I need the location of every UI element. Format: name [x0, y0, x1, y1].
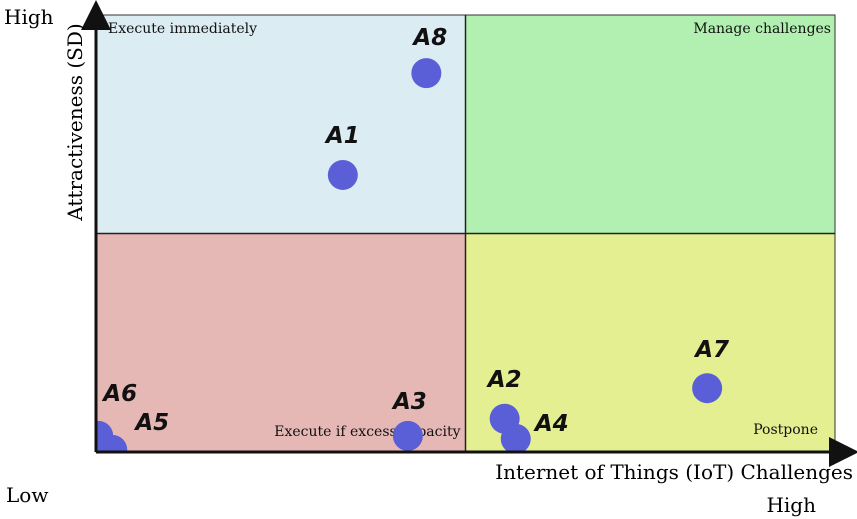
- quadrant: [465, 14, 836, 234]
- x-high-label: High: [766, 493, 816, 517]
- quadrant: [465, 233, 836, 453]
- point-label: A5: [133, 410, 169, 436]
- quadrant-label: Execute if excess capacity: [274, 424, 460, 440]
- point: [392, 420, 423, 451]
- point: [411, 58, 442, 89]
- point-label: A3: [391, 389, 427, 415]
- quadrants: Execute immediately Manage challenges Exec…: [95, 14, 836, 453]
- x-axis-title: Internet of Things (IoT) Challenges: [495, 460, 853, 484]
- point-label: A1: [324, 123, 360, 149]
- point-label: A2: [486, 367, 522, 393]
- quadrant-label: Postpone: [753, 422, 818, 438]
- y-low-label: Low: [6, 483, 48, 507]
- point-label: A6: [101, 381, 137, 407]
- points: [96, 58, 723, 452]
- quadrant: [95, 233, 466, 453]
- quadrant-label: Execute immediately: [108, 21, 257, 37]
- quadrant: [95, 14, 466, 234]
- point: [327, 159, 358, 190]
- point: [500, 423, 531, 452]
- quadrant-label: Manage challenges: [693, 21, 831, 37]
- point-label: A8: [411, 25, 447, 51]
- point: [692, 373, 723, 404]
- y-high-label: High: [4, 5, 54, 29]
- point-label: A7: [693, 337, 729, 363]
- point-label: A4: [533, 411, 569, 437]
- point: [97, 434, 128, 452]
- y-axis-title: Attractiveness (SD): [63, 23, 87, 221]
